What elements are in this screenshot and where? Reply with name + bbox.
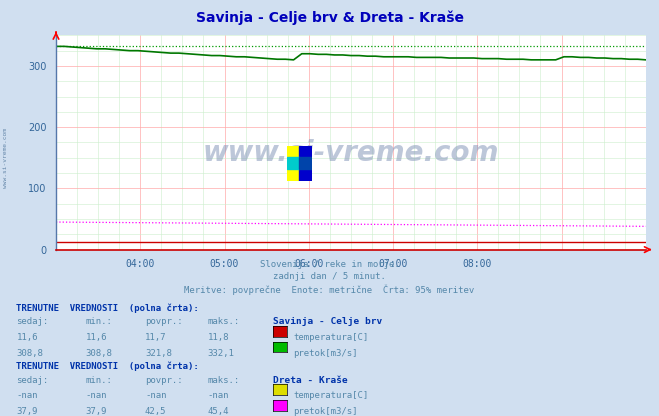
Text: Meritve: povprečne  Enote: metrične  Črta: 95% meritev: Meritve: povprečne Enote: metrične Črta:… (185, 285, 474, 295)
Text: 308,8: 308,8 (86, 349, 113, 358)
Text: 321,8: 321,8 (145, 349, 172, 358)
Text: sedaj:: sedaj: (16, 317, 49, 327)
Text: -nan: -nan (16, 391, 38, 401)
Text: temperatura[C]: temperatura[C] (293, 391, 368, 401)
Text: pretok[m3/s]: pretok[m3/s] (293, 349, 358, 358)
Text: 308,8: 308,8 (16, 349, 43, 358)
Text: pretok[m3/s]: pretok[m3/s] (293, 407, 358, 416)
Text: min.:: min.: (86, 376, 113, 385)
Text: 11,7: 11,7 (145, 333, 167, 342)
Text: Slovenija / reke in morje.: Slovenija / reke in morje. (260, 260, 399, 269)
Text: povpr.:: povpr.: (145, 376, 183, 385)
Bar (287, 146, 299, 181)
Bar (299, 157, 312, 169)
Text: -nan: -nan (208, 391, 229, 401)
Text: www.si-vreme.com: www.si-vreme.com (3, 128, 8, 188)
Text: Savinja - Celje brv: Savinja - Celje brv (273, 317, 383, 327)
Text: 37,9: 37,9 (86, 407, 107, 416)
Text: 37,9: 37,9 (16, 407, 38, 416)
Text: sedaj:: sedaj: (16, 376, 49, 385)
Text: 11,6: 11,6 (86, 333, 107, 342)
Text: 11,8: 11,8 (208, 333, 229, 342)
Text: maks.:: maks.: (208, 376, 240, 385)
Text: TRENUTNE  VREDNOSTI  (polna črta):: TRENUTNE VREDNOSTI (polna črta): (16, 362, 199, 371)
Text: zadnji dan / 5 minut.: zadnji dan / 5 minut. (273, 272, 386, 282)
Text: -nan: -nan (86, 391, 107, 401)
Text: Savinja - Celje brv & Dreta - Kraše: Savinja - Celje brv & Dreta - Kraše (196, 10, 463, 25)
Text: povpr.:: povpr.: (145, 317, 183, 327)
Text: min.:: min.: (86, 317, 113, 327)
Text: maks.:: maks.: (208, 317, 240, 327)
Text: www.si-vreme.com: www.si-vreme.com (203, 139, 499, 167)
Text: 332,1: 332,1 (208, 349, 235, 358)
Text: 42,5: 42,5 (145, 407, 167, 416)
Text: TRENUTNE  VREDNOSTI  (polna črta):: TRENUTNE VREDNOSTI (polna črta): (16, 304, 199, 313)
Text: 45,4: 45,4 (208, 407, 229, 416)
Text: temperatura[C]: temperatura[C] (293, 333, 368, 342)
Bar (299, 146, 312, 181)
Bar (287, 157, 299, 169)
Text: 11,6: 11,6 (16, 333, 38, 342)
Text: Dreta - Kraše: Dreta - Kraše (273, 376, 348, 385)
Text: -nan: -nan (145, 391, 167, 401)
